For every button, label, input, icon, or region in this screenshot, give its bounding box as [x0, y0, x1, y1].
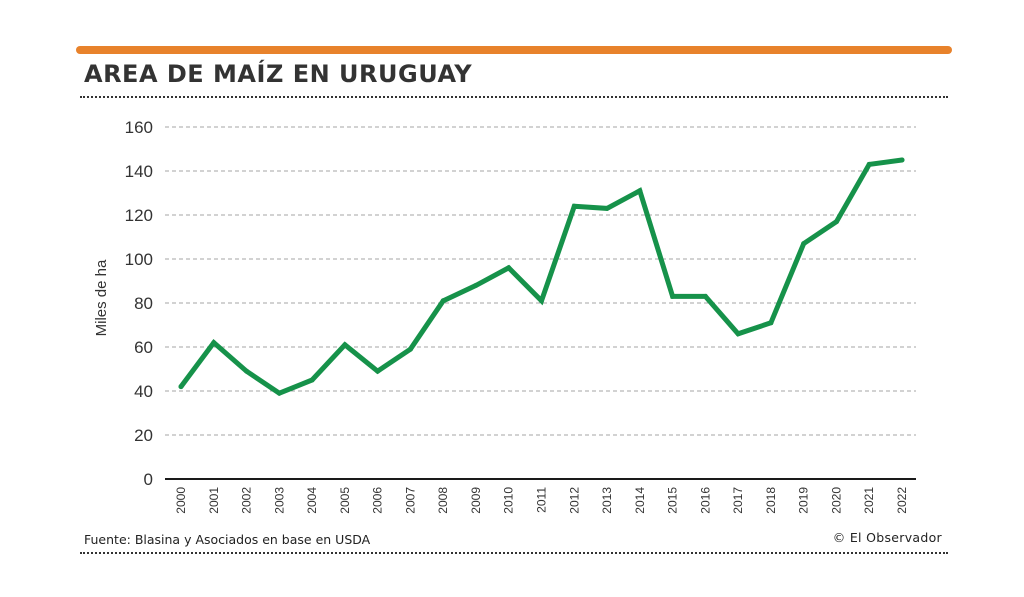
data-point: [440, 298, 446, 304]
x-tick-label: 2018: [764, 487, 778, 514]
y-tick-label: 140: [125, 162, 153, 181]
x-tick-label: 2019: [797, 487, 811, 514]
x-tick-label: 2001: [207, 487, 221, 514]
x-tick-label: 2005: [338, 487, 352, 514]
x-tick-label: 2012: [567, 487, 581, 514]
data-point: [309, 377, 315, 383]
footer-divider: [80, 552, 948, 554]
x-tick-label: 2008: [436, 487, 450, 514]
data-point: [244, 368, 250, 374]
x-tick-label: 2020: [829, 487, 843, 514]
data-point: [539, 298, 544, 304]
y-tick-label: 100: [125, 250, 153, 269]
x-tick-label: 2013: [600, 487, 614, 514]
data-point: [768, 320, 774, 326]
credit-note: © El Observador: [832, 530, 942, 545]
data-point: [211, 340, 217, 346]
x-tick-label: 2000: [174, 487, 188, 514]
accent-bar: [76, 46, 952, 54]
data-point: [735, 331, 741, 337]
y-tick-label: 20: [134, 426, 153, 445]
data-point: [571, 203, 577, 209]
y-tick-label: 120: [125, 206, 153, 225]
x-tick-label: 2009: [469, 487, 483, 514]
x-tick-label: 2022: [895, 487, 909, 514]
data-point: [833, 219, 839, 225]
x-tick-label: 2007: [403, 487, 417, 514]
data-point: [473, 282, 479, 288]
x-tick-label: 2011: [535, 487, 549, 513]
data-point: [342, 342, 348, 348]
data-point: [506, 265, 512, 271]
data-point: [801, 241, 807, 247]
x-tick-label: 2003: [272, 487, 286, 514]
data-point: [866, 161, 872, 167]
grid-lines: [165, 126, 916, 480]
x-tick-label: 2016: [698, 487, 712, 514]
y-axis-label: Miles de ha: [93, 259, 110, 336]
x-tick-label: 2017: [731, 487, 745, 514]
y-tick-label: 40: [134, 382, 153, 401]
x-tick-label: 2021: [862, 487, 876, 514]
data-point: [899, 157, 905, 163]
y-tick-label: 60: [134, 338, 153, 357]
data-point: [702, 293, 708, 299]
x-tick-label: 2006: [371, 487, 385, 514]
y-tick-label: 160: [125, 118, 153, 137]
x-tick-label: 2015: [666, 487, 680, 514]
x-tick-label: 2002: [240, 487, 254, 514]
data-point: [637, 188, 643, 194]
y-tick-labels: 0 20 40 60 80 100 120 140 160: [125, 118, 153, 489]
y-tick-label: 80: [134, 294, 153, 313]
data-point: [375, 368, 381, 374]
data-point: [407, 346, 413, 352]
x-tick-label: 2004: [305, 487, 319, 514]
data-point: [604, 205, 610, 211]
chart-title: AREA DE MAÍZ EN URUGUAY: [84, 60, 473, 88]
data-point: [178, 384, 184, 390]
y-tick-label: 0: [144, 470, 153, 489]
x-tick-label: 2014: [633, 487, 647, 514]
x-tick-labels: 2000 2001 2002 2003 2004 2005 2006 2007 2008 2009…: [174, 487, 909, 514]
x-tick-label: 2010: [502, 487, 516, 514]
source-note: Fuente: Blasina y Asociados en base en U…: [84, 532, 371, 547]
data-point: [670, 293, 676, 299]
series-group: [178, 157, 905, 397]
data-point: [276, 390, 282, 396]
title-divider: [80, 96, 948, 98]
series-line: [178, 157, 905, 397]
